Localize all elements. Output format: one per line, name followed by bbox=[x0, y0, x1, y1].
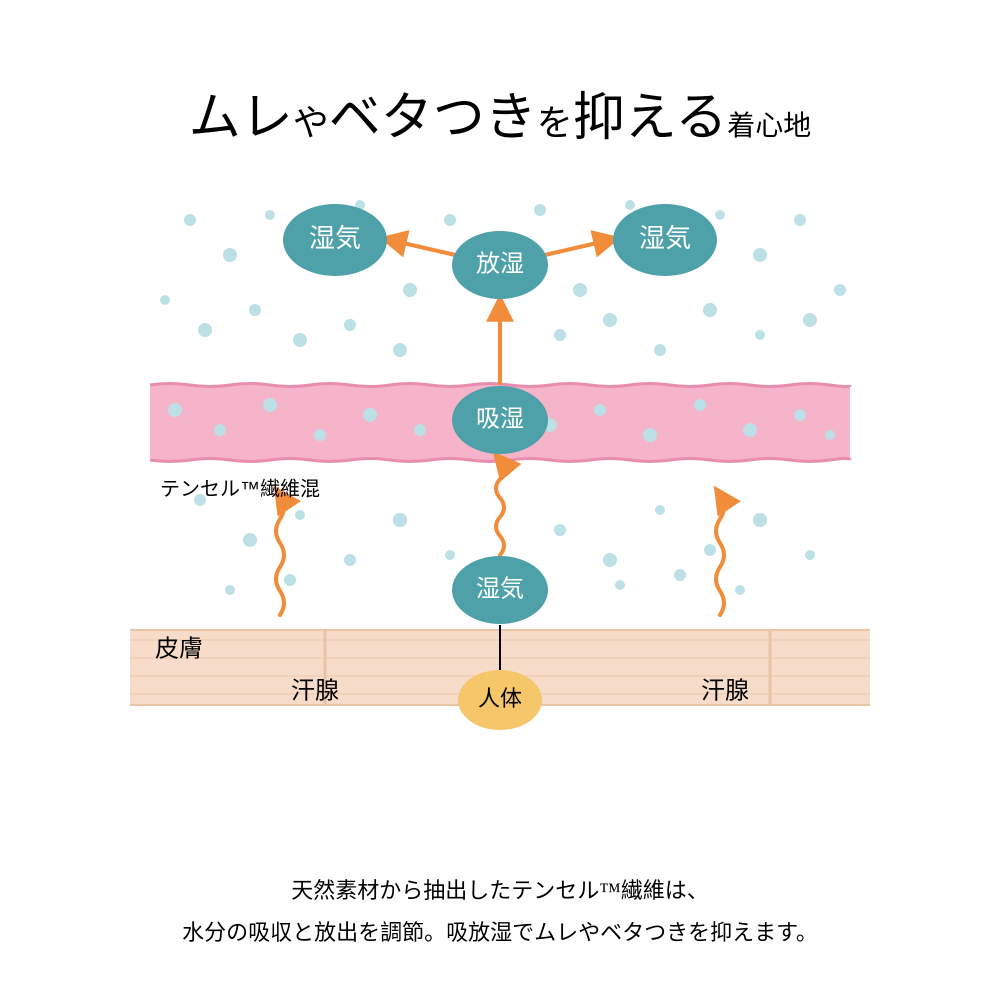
title-seg-4: つき bbox=[433, 90, 537, 147]
description-line-1: 天然素材から抽出したテンセル™繊維は、 bbox=[0, 870, 1000, 912]
title-seg-6: 抑える bbox=[573, 90, 727, 147]
title-seg-1: ムレ bbox=[189, 90, 293, 147]
label-sweat-left: 汗腺 bbox=[291, 677, 339, 704]
title-seg-2: や bbox=[293, 103, 329, 143]
label-fiber: テンセル™繊維混 bbox=[160, 477, 320, 500]
node-moisture_top_left: 湿気 bbox=[309, 223, 361, 253]
title-seg-3: ベタ bbox=[329, 90, 433, 147]
label-skin: 皮膚 bbox=[155, 635, 203, 662]
title-seg-7: 着心地 bbox=[727, 111, 811, 142]
description-line-2: 水分の吸収と放出を調節。吸放湿でムレやベタつきを抑えます。 bbox=[0, 912, 1000, 954]
label-sweat-right: 汗腺 bbox=[701, 677, 749, 704]
node-release: 放湿 bbox=[476, 250, 524, 277]
title-seg-5: を bbox=[537, 103, 573, 143]
title-heading: ムレやベタつきを抑える着心地 bbox=[0, 75, 1000, 150]
moisture-diagram: 湿気湿気放湿吸湿湿気人体テンセル™繊維混皮膚汗腺汗腺 bbox=[0, 160, 1000, 800]
node-moisture_mid: 湿気 bbox=[476, 575, 524, 602]
description-text: 天然素材から抽出したテンセル™繊維は、 水分の吸収と放出を調節。吸放湿でムレやベ… bbox=[0, 870, 1000, 954]
node-moisture_top_right: 湿気 bbox=[639, 223, 691, 253]
node-body: 人体 bbox=[478, 686, 522, 711]
node-absorb: 吸湿 bbox=[476, 405, 524, 432]
